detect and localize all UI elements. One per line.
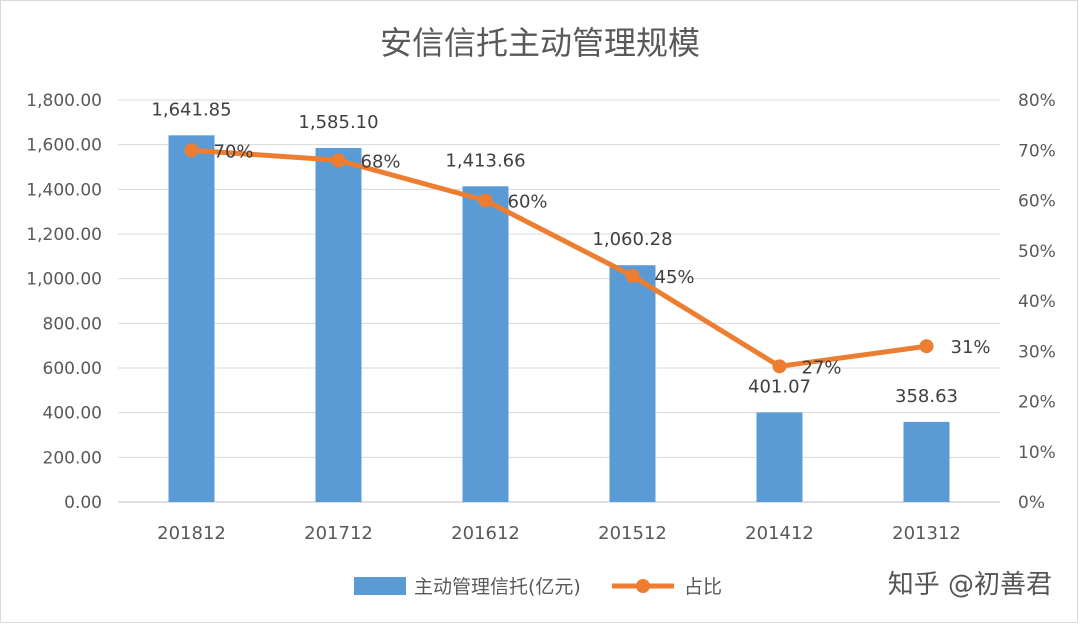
y-right-tick-label: 70% (1018, 141, 1056, 161)
bar-data-label: 358.63 (895, 386, 958, 407)
y-left-tick-label: 400.00 (43, 404, 102, 424)
line-point (625, 268, 640, 283)
watermark: 知乎 @初善君 (887, 570, 1052, 600)
line-data-label: 31% (951, 337, 991, 358)
x-tick-label: 201612 (451, 523, 520, 544)
y-left-tick-label: 800.00 (43, 314, 102, 334)
y-left-tick-label: 1,400.00 (26, 180, 102, 200)
legend-swatch-marker (636, 579, 650, 593)
y-right-tick-label: 0% (1018, 493, 1045, 513)
bar-data-label: 1,641.85 (151, 99, 231, 120)
y-right-tick-label: 80% (1018, 91, 1056, 111)
line-data-label: 45% (655, 267, 695, 288)
y-right-tick-label: 10% (1018, 443, 1056, 463)
line-data-label: 60% (508, 192, 548, 213)
y-left-tick-label: 0.00 (64, 493, 102, 513)
y-left-tick-label: 1,800.00 (26, 91, 102, 111)
y-right-tick-label: 20% (1018, 393, 1056, 413)
bar-data-label: 1,060.28 (592, 229, 672, 250)
bar (903, 421, 950, 502)
y-left-tick-label: 600.00 (43, 359, 102, 379)
y-left-tick-label: 1,600.00 (26, 136, 102, 156)
x-tick-label: 201812 (157, 523, 226, 544)
y-right-tick-label: 30% (1018, 342, 1056, 362)
line-data-label: 68% (361, 151, 401, 172)
y-left-tick-label: 1,200.00 (26, 225, 102, 245)
line-point (184, 143, 199, 158)
line-series-path (189, 147, 929, 369)
line-point (772, 359, 787, 374)
y-right-tick-label: 50% (1018, 242, 1056, 262)
legend-label-bar: 主动管理信托(亿元) (414, 576, 581, 598)
bar-data-label: 1,585.10 (298, 112, 378, 133)
line-point (331, 153, 346, 168)
legend-label-line: 占比 (684, 576, 722, 598)
line-point (919, 339, 934, 354)
x-tick-label: 201712 (304, 523, 373, 544)
y-right-tick-label: 60% (1018, 192, 1056, 212)
bar-data-label: 401.07 (748, 376, 811, 397)
chart-title: 安信信托主动管理规模 (380, 24, 700, 62)
line-data-label: 27% (802, 357, 842, 378)
bar (609, 265, 656, 502)
y-left-tick-label: 200.00 (43, 448, 102, 468)
bar (462, 186, 509, 502)
line-point (478, 193, 493, 208)
y-right-tick-label: 40% (1018, 292, 1056, 312)
x-tick-label: 201312 (892, 523, 961, 544)
y-left-tick-label: 1,000.00 (26, 270, 102, 290)
legend-swatch-bar (354, 577, 406, 595)
x-tick-label: 201512 (598, 523, 667, 544)
bar (315, 147, 362, 503)
bar (168, 135, 215, 502)
bar (756, 412, 803, 502)
line-data-label: 70% (214, 141, 254, 162)
bar-data-label: 1,413.66 (445, 150, 525, 171)
x-tick-label: 201412 (745, 523, 814, 544)
